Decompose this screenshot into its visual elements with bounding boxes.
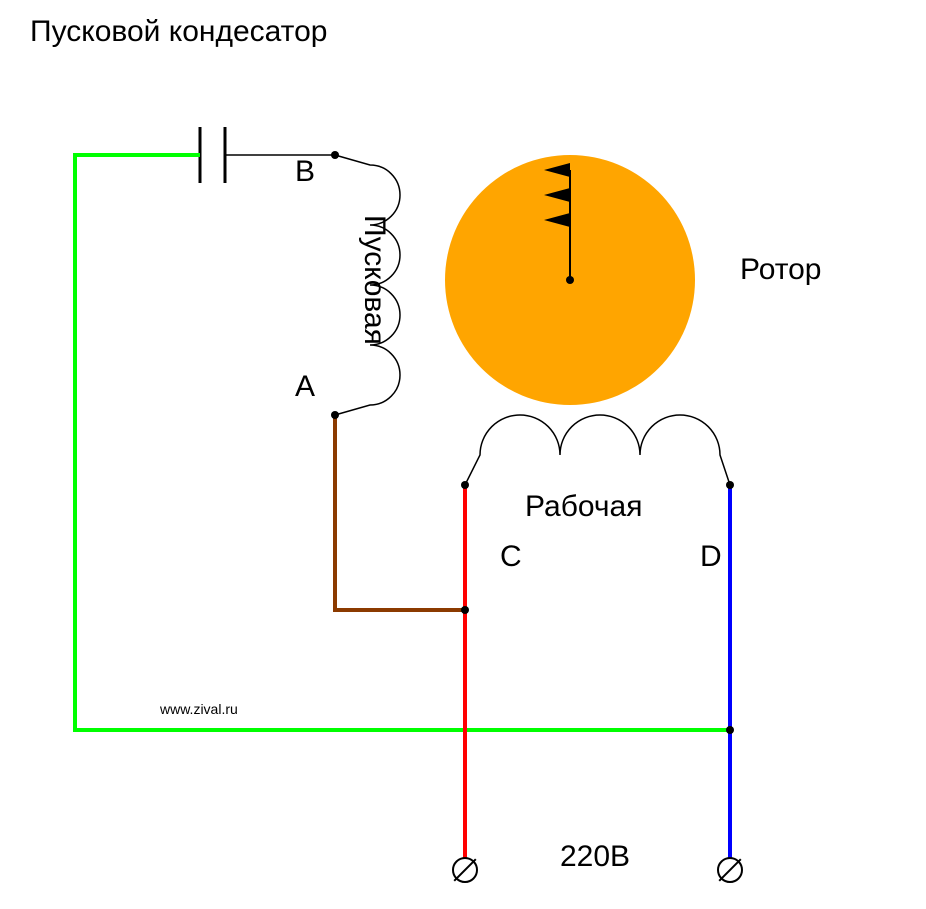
url-label: www.zival.ru: [160, 701, 238, 717]
circuit-svg: Пусковая: [0, 0, 926, 909]
diagram-stage: Пусковая Пусковой кондесатор B A C D Рот…: [0, 0, 926, 909]
capacitor-title: Пусковой кондесатор: [30, 15, 327, 49]
node-c-label: C: [500, 540, 522, 574]
voltage-label: 220В: [560, 840, 630, 874]
run-winding-label: Рабочая: [525, 490, 642, 524]
node-b-label: B: [295, 155, 315, 189]
node-d-label: D: [700, 540, 722, 574]
start-winding-label: Пусковая: [358, 215, 391, 345]
run-winding-coil: [465, 415, 730, 485]
rotor-label: Ротор: [740, 253, 822, 287]
node-a-label: A: [295, 370, 315, 404]
